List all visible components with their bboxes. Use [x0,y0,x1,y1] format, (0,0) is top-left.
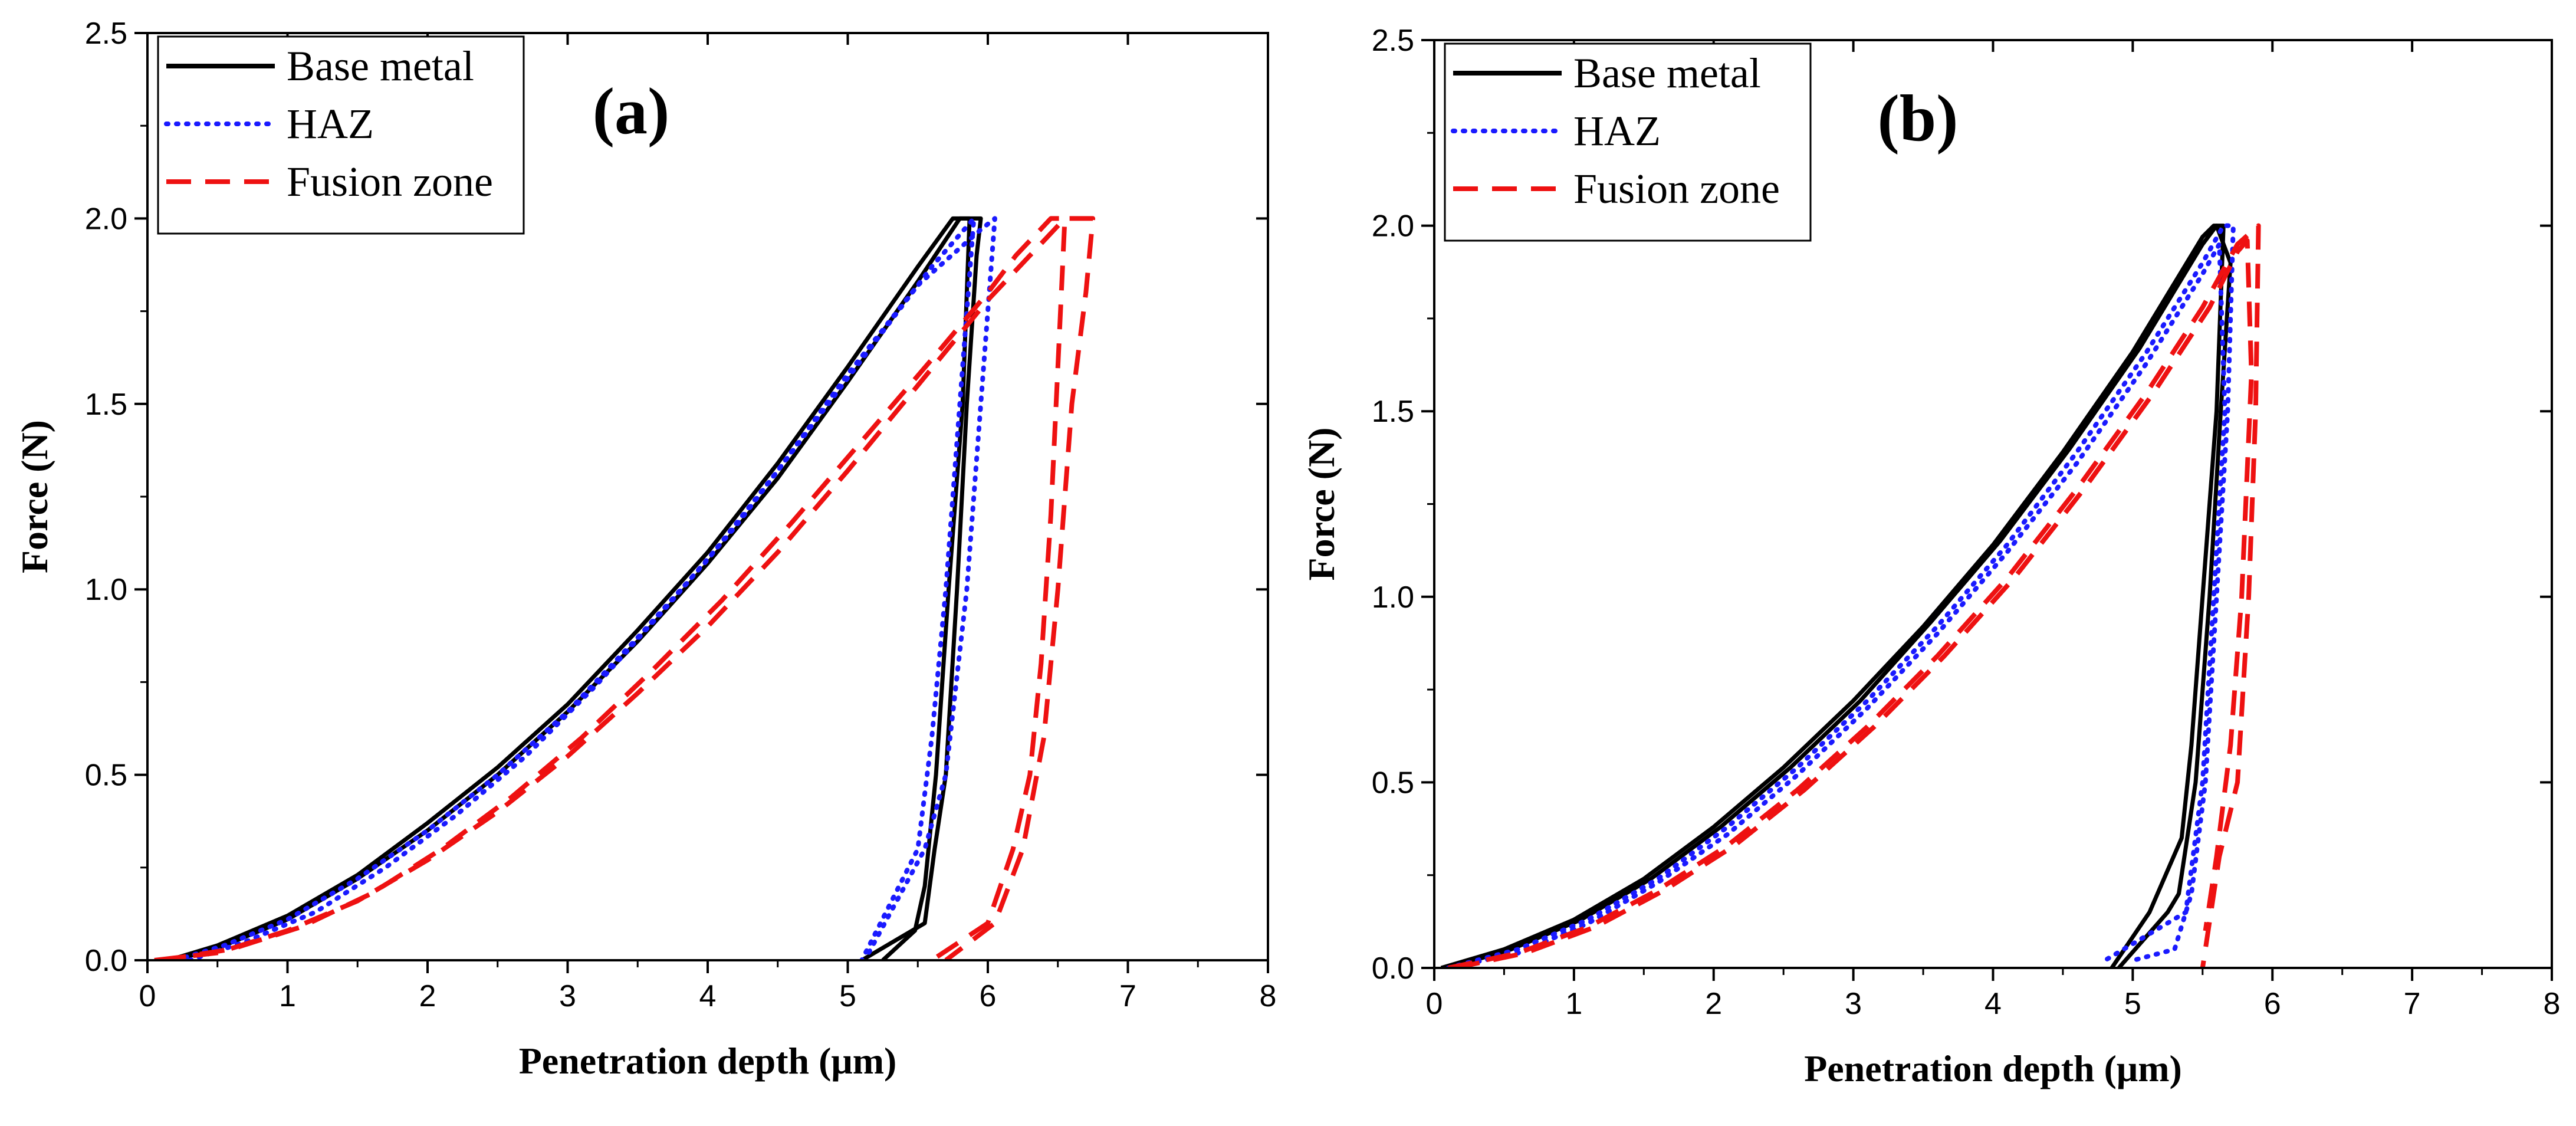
series-line-haz [1445,223,2236,968]
y-tick-label: 0.0 [85,944,127,978]
y-axis-title: Force (N) [14,420,55,573]
series-line-base-metal [1440,224,2226,968]
x-tick-label: 5 [839,979,856,1013]
legend-box [1444,42,1812,242]
y-tick-label: 1.5 [1372,395,1414,429]
panel-b: 0 1 2 3 4 5 6 7 8 0.0 0.5 1.0 1.5 2.0 2.5 Penetration d… [1300,24,2560,1089]
series-line-haz-repeat [187,216,977,960]
legend-label: Fusion zone [287,158,493,205]
legend-label: HAZ [1573,107,1661,155]
series-line-fusion-zone [1447,223,2261,968]
y-tick-label: 2.0 [1372,209,1414,244]
series-line-haz [173,216,997,960]
x-tick-label: 3 [1845,987,1862,1021]
series-line-fusion-zone-repeat [161,216,1067,960]
y-tick-label: 1.0 [1372,580,1414,615]
legend-box [157,35,525,235]
legend: Base metal HAZ Fusion zone [157,35,525,235]
x-tick-label: 6 [2264,987,2281,1021]
legend-label: Base metal [1573,50,1761,97]
series-line-fusion-zone-repeat [1454,238,2254,968]
x-tick-label: 4 [1984,987,2002,1021]
x-tick-label: 0 [139,979,156,1013]
y-tick-label: 0.0 [1372,951,1414,986]
x-axis-title: Penetration depth (μm) [519,1040,897,1082]
x-tick-label: 8 [2544,987,2561,1021]
x-tick-label: 8 [1260,979,1277,1013]
x-axis-title: Penetration depth (μm) [1804,1048,2182,1089]
x-tick-label: 2 [1705,987,1722,1021]
y-tick-label: 1.5 [85,388,127,422]
x-tick-label: 7 [2404,987,2421,1021]
y-tick-label: 0.5 [85,759,127,793]
x-tick-label: 5 [2124,987,2141,1021]
legend: Base metal HAZ Fusion zone [1444,42,1812,242]
x-tick-label: 1 [1565,987,1582,1021]
x-tick-label: 1 [279,979,296,1013]
y-tick-label: 0.5 [1372,766,1414,800]
x-tick-label: 6 [980,979,997,1013]
y-tick-label: 2.5 [1372,24,1414,58]
x-tick-label: 2 [419,979,436,1013]
y-tick-label: 1.0 [85,573,127,607]
y-tick-label: 2.0 [85,202,127,236]
x-tick-label: 4 [699,979,717,1013]
x-tick-label: 7 [1119,979,1136,1013]
legend-label: Fusion zone [1573,165,1780,212]
legend-label: HAZ [287,100,374,147]
series-line-fusion-zone [154,216,1096,960]
x-tick-label: 3 [559,979,576,1013]
x-tick-label: 0 [1426,987,1443,1021]
panel-label: (a) [593,75,670,148]
panel-a: 0 1 2 3 4 5 6 7 8 0.0 0.5 1.0 1.5 2.0 2.5 Penetration d… [14,17,1276,1082]
series-line-base-metal [167,216,972,960]
y-axis-title: Force (N) [1300,428,1342,581]
series-line-base-metal-repeat [1447,224,2233,968]
y-tick-label: 2.5 [85,17,127,51]
panel-label: (b) [1878,82,1959,155]
legend-label: Base metal [287,42,474,90]
